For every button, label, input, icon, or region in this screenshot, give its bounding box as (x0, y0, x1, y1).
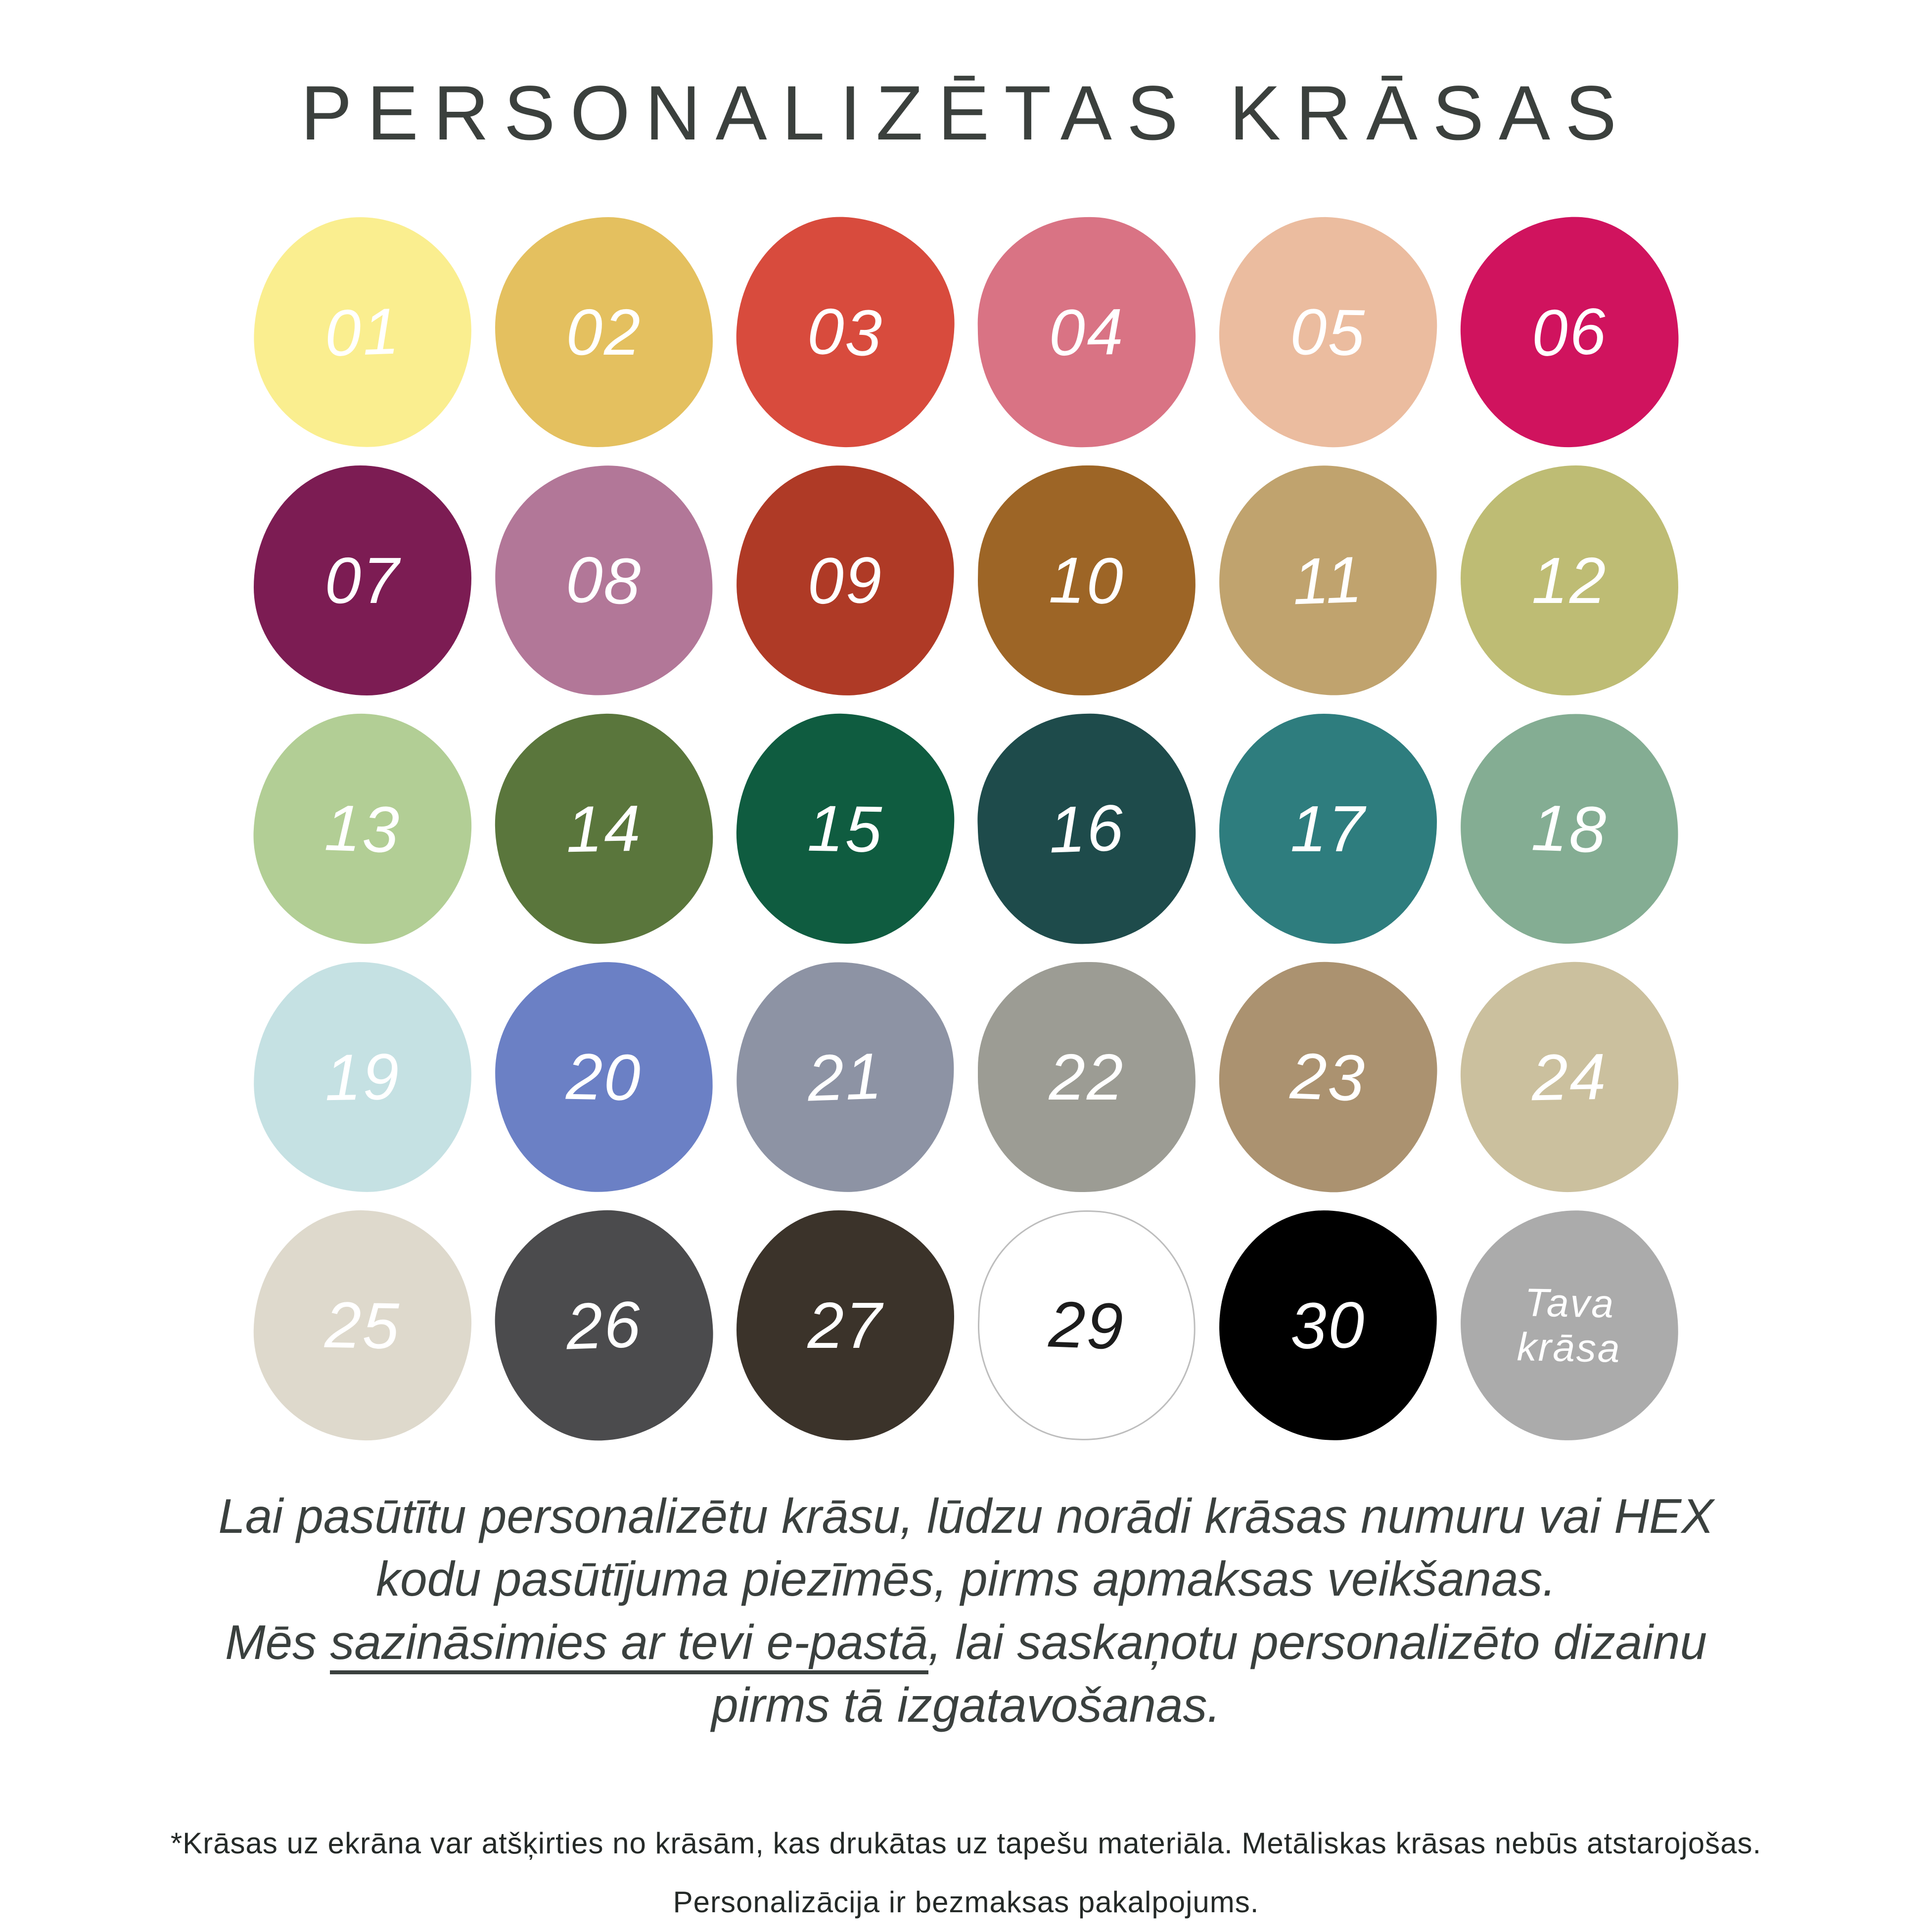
swatch-label: 14 (565, 791, 643, 866)
note-line2: kodu pasūtījuma piezīmēs, pirms apmaksas… (376, 1552, 1556, 1607)
color-swatch-23: 23 (1215, 958, 1441, 1196)
order-note: Lai pasūtītu personalizētu krāsu, lūdzu … (100, 1485, 1832, 1737)
swatch-label: 08 (565, 542, 643, 618)
color-swatch-24: 24 (1458, 960, 1681, 1194)
swatch-label: 13 (323, 790, 402, 867)
color-swatch-20: 20 (493, 960, 715, 1194)
color-swatch-12: 12 (1461, 465, 1678, 695)
swatch-label: 15 (807, 791, 884, 866)
swatch-label: 12 (1531, 544, 1608, 617)
swatch-label: 06 (1530, 294, 1609, 370)
swatch-label: Tava krāsa (1517, 1280, 1622, 1371)
color-swatch-14: 14 (493, 712, 715, 946)
swatch-label: 19 (324, 1040, 401, 1114)
color-swatch-26: 26 (491, 1206, 717, 1444)
page-title: PERSONALIZĒTAS KRĀSAS (300, 70, 1632, 156)
swatch-label: 11 (1291, 543, 1365, 618)
color-swatch-04: 04 (975, 215, 1198, 449)
color-swatch-02: 02 (495, 217, 713, 447)
swatch-label: 27 (807, 1288, 883, 1362)
color-swatch-17: 17 (1219, 714, 1437, 944)
swatch-label: 26 (565, 1287, 643, 1363)
color-swatch-18: 18 (1457, 710, 1682, 948)
swatch-label: 29 (1048, 1287, 1126, 1363)
swatch-label: 02 (566, 295, 642, 368)
color-swatch-15: 15 (734, 712, 957, 946)
swatch-label: 17 (1290, 792, 1366, 865)
note-line1: Lai pasūtītu personalizētu krāsu, lūdzu … (218, 1489, 1714, 1543)
color-swatch-08: 08 (491, 461, 717, 699)
color-swatch-10: 10 (975, 463, 1198, 697)
note-line3-pre: Mēs (225, 1614, 330, 1669)
color-swatch-16: 16 (974, 710, 1199, 948)
swatch-label: 21 (806, 1039, 884, 1115)
swatch-label: 03 (806, 294, 884, 370)
note-line3-post: , lai saskaņotu personalizēto dizainu (928, 1614, 1707, 1669)
color-swatch-custom: Tava krāsa (1458, 1208, 1681, 1442)
color-swatch-25: 25 (251, 1208, 474, 1442)
footnote: *Krāsas uz ekrāna var atšķirties no krās… (21, 1826, 1911, 1919)
color-swatch-07: 07 (254, 465, 471, 695)
note-line4: pirms tā izgatavošanas. (711, 1678, 1221, 1733)
email-underlined-text: sazināsimies ar tevi e-pastā (330, 1614, 928, 1674)
footnote-line1: *Krāsas uz ekrāna var atšķirties no krās… (170, 1826, 1762, 1860)
swatch-label: 24 (1531, 1040, 1608, 1114)
note-line3: Mēs sazināsimies ar tevi e-pastā, lai sa… (225, 1614, 1707, 1674)
swatch-label: 30 (1289, 1288, 1367, 1362)
swatch-label: 16 (1048, 790, 1126, 867)
color-swatch-29: 29 (974, 1206, 1199, 1444)
color-swatch-21: 21 (733, 958, 958, 1196)
color-swatch-09: 09 (734, 463, 957, 697)
swatch-label: 23 (1289, 1039, 1367, 1115)
color-swatch-11: 11 (1215, 461, 1441, 699)
swatch-label: 10 (1048, 543, 1125, 617)
color-swatch-27: 27 (736, 1210, 954, 1440)
color-swatch-05: 05 (1217, 215, 1439, 449)
color-swatch-13: 13 (250, 710, 475, 948)
swatch-label: 20 (565, 1040, 643, 1114)
swatch-label: 07 (324, 544, 401, 617)
color-swatch-06: 06 (1457, 213, 1682, 451)
swatch-label: 25 (324, 1288, 401, 1362)
color-grid: 01 02 03 04 05 06 07 08 09 10 11 12 13 14 15 16 17 18 19 20… (0, 213, 1932, 1444)
swatch-label: 05 (1289, 295, 1367, 369)
color-swatch-22: 22 (978, 962, 1196, 1192)
footnote-line2: Personalizācija ir bezmaksas pakalpojums… (673, 1885, 1259, 1919)
color-swatch-03: 03 (733, 213, 958, 451)
color-swatch-19: 19 (251, 960, 474, 1194)
color-swatch-30: 30 (1217, 1208, 1439, 1442)
color-swatch-01: 01 (250, 213, 475, 451)
swatch-label: 04 (1048, 295, 1125, 369)
swatch-label: 09 (807, 543, 884, 617)
swatch-label: 22 (1049, 1040, 1125, 1113)
swatch-label: 18 (1530, 790, 1609, 867)
swatch-label: 01 (323, 294, 402, 370)
